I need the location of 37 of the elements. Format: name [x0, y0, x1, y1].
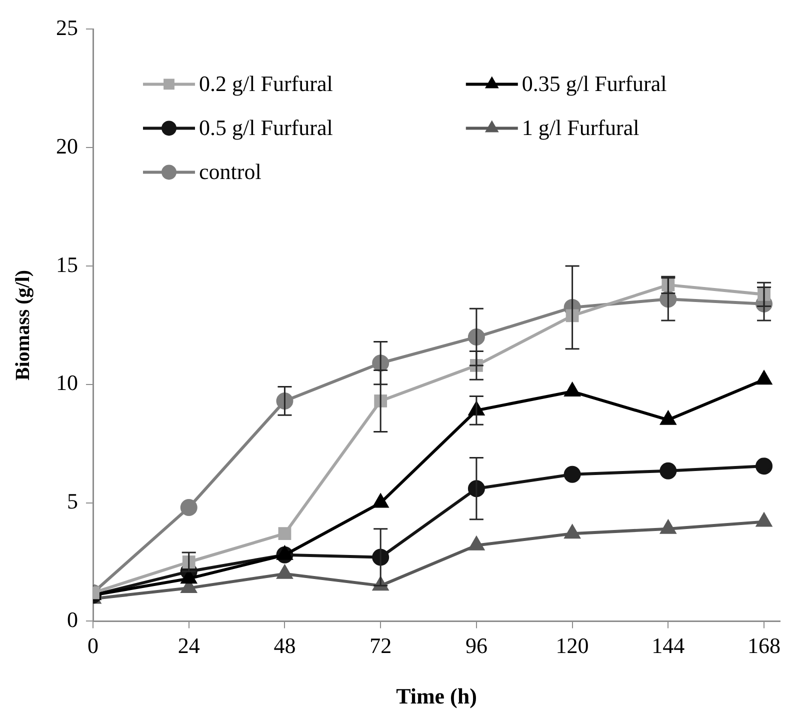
point — [756, 371, 772, 385]
point — [277, 565, 292, 579]
x-tick-label: 24 — [178, 633, 200, 658]
point — [181, 570, 196, 584]
x-tick-label: 168 — [748, 633, 781, 658]
y-tick-label: 25 — [56, 14, 78, 40]
y-tick-label: 10 — [56, 370, 78, 396]
point — [756, 513, 772, 527]
y-tick-label: 5 — [67, 488, 78, 514]
x-tick-label: 144 — [652, 633, 685, 658]
point — [660, 462, 677, 480]
point — [564, 383, 580, 397]
legend-label: 0.35 g/l Furfural — [522, 70, 667, 96]
x-tick-label: 96 — [465, 633, 488, 658]
point — [756, 458, 773, 475]
point — [278, 527, 292, 540]
y-tick-label: 15 — [56, 252, 78, 277]
legend-label: control — [199, 158, 262, 184]
x-tick-label: 0 — [88, 633, 98, 658]
x-tick-label: 120 — [556, 633, 589, 658]
x-axis-title: Time (h) — [396, 683, 477, 708]
legend-label: 1 g/l Furfural — [522, 114, 640, 140]
x-tick-label: 72 — [370, 633, 392, 658]
point — [468, 536, 484, 550]
point — [277, 546, 292, 560]
point — [564, 466, 581, 483]
point — [564, 525, 580, 539]
y-tick-label: 0 — [67, 606, 78, 632]
point — [180, 499, 198, 516]
y-tick-label: 20 — [56, 133, 78, 158]
y-axis-title: Biomass (g/l) — [12, 270, 34, 380]
point — [660, 411, 676, 425]
x-tick-label: 48 — [274, 633, 296, 658]
legend-label: 0.5 g/l Furfural — [199, 114, 333, 140]
point — [373, 494, 388, 508]
point — [660, 520, 676, 534]
legend-label: 0.2 g/l Furfural — [199, 70, 333, 96]
